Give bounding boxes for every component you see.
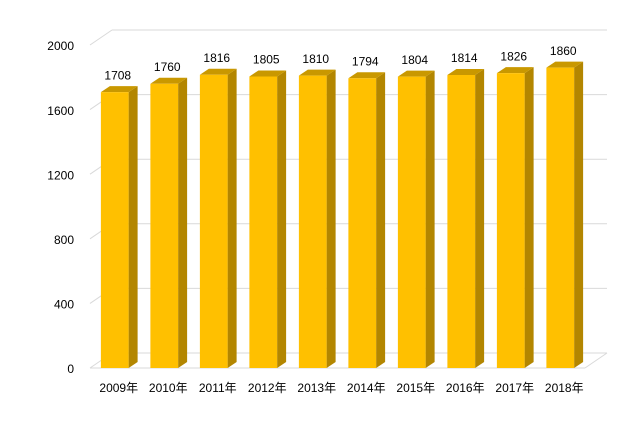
value-label: 1760 — [154, 60, 181, 74]
bar-top — [397, 70, 435, 77]
y-tick-label: 800 — [54, 233, 74, 247]
bar-front — [496, 73, 525, 368]
bar-top — [348, 72, 386, 79]
y-tick-label: 1600 — [47, 104, 74, 118]
bar-top — [496, 67, 534, 74]
bar — [397, 70, 435, 369]
bar — [199, 68, 237, 368]
bar — [150, 77, 188, 368]
y-tick-label: 1200 — [47, 168, 74, 182]
x-tick-label: 2011年 — [199, 381, 237, 395]
x-tick-label: 2015年 — [396, 381, 435, 395]
bar-side — [574, 61, 584, 369]
bar-front — [199, 74, 228, 368]
value-label: 1804 — [401, 53, 428, 67]
value-label: 1814 — [451, 51, 478, 65]
x-tick-label: 2013年 — [297, 381, 336, 395]
x-tick-label: 2010年 — [149, 381, 188, 395]
value-label: 1708 — [104, 68, 131, 82]
x-tick-label: 2017年 — [495, 381, 534, 395]
bar-side — [376, 72, 386, 369]
bar-side — [128, 86, 138, 369]
bar-front — [100, 92, 129, 369]
bar-top — [447, 69, 485, 76]
value-label: 1816 — [203, 51, 230, 65]
bar-front — [447, 75, 476, 368]
bar — [249, 70, 287, 369]
bar-side — [227, 68, 237, 368]
bar-front — [249, 76, 278, 369]
bar — [447, 69, 485, 368]
bar-top — [546, 61, 584, 68]
bar — [496, 67, 534, 368]
bar-side — [277, 70, 287, 369]
x-tick-label: 2018年 — [545, 381, 584, 395]
value-label: 1860 — [550, 44, 577, 58]
bar-top — [150, 77, 188, 84]
bar-front — [397, 76, 426, 369]
bar-side — [178, 77, 188, 368]
value-label: 1805 — [253, 53, 280, 67]
x-tick-label: 2012年 — [248, 381, 287, 395]
bar-side — [326, 69, 336, 368]
bar — [100, 86, 138, 369]
bar-side — [524, 67, 534, 368]
y-tick-label: 400 — [54, 298, 74, 312]
value-label: 1826 — [500, 49, 527, 63]
bar-front — [298, 75, 327, 368]
grid-line-side — [89, 29, 113, 46]
floor-side — [584, 352, 608, 369]
bar-front — [348, 78, 377, 369]
value-label: 1794 — [352, 54, 379, 68]
bar — [546, 61, 584, 369]
y-tick-label: 0 — [67, 362, 74, 376]
bar-side — [425, 70, 435, 369]
bar-side — [475, 69, 485, 368]
value-label: 1810 — [302, 52, 329, 66]
y-tick-label: 2000 — [47, 39, 74, 53]
x-tick-label: 2014年 — [347, 381, 386, 395]
bar-front — [546, 67, 575, 369]
bar-top — [100, 86, 138, 93]
bar — [298, 69, 336, 368]
bar-front — [150, 83, 179, 368]
x-tick-label: 2009年 — [99, 381, 138, 395]
bar-top — [199, 68, 237, 75]
bar — [348, 72, 386, 369]
bar-top — [298, 69, 336, 76]
bar-top — [249, 70, 287, 77]
x-tick-label: 2016年 — [446, 381, 485, 395]
